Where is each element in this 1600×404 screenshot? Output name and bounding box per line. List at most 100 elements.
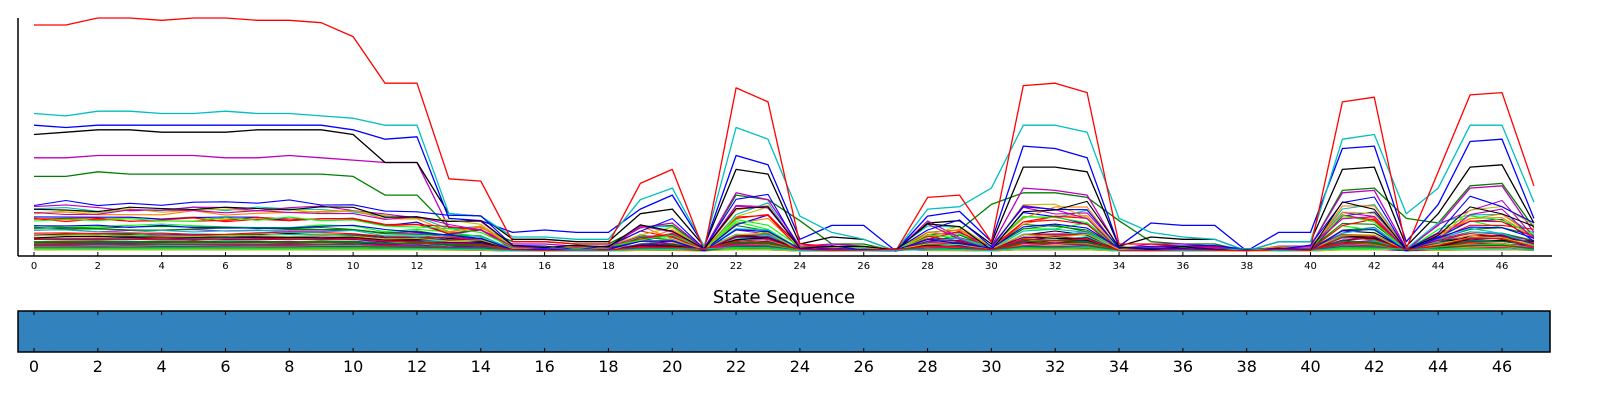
state-cell: [1294, 311, 1328, 352]
state-cell: [145, 311, 179, 352]
state-cell: [879, 311, 913, 352]
state-cell: [464, 311, 498, 352]
x-tick-label: 14: [474, 261, 487, 272]
state-cell: [1517, 311, 1551, 352]
state-cell: [209, 311, 243, 352]
x-tick-label: 6: [220, 357, 230, 376]
state-cell: [847, 311, 881, 352]
state-cell: [18, 311, 51, 352]
x-tick-label: 16: [538, 261, 551, 272]
state-cell: [1326, 311, 1359, 352]
state-cell: [1390, 311, 1423, 352]
state-cell: [177, 311, 211, 352]
state-cell: [656, 311, 689, 352]
x-ticks: 0 2 4 6 8 10 12 14 16 18 20 22 24 26 28 30 32 34 36 38 40 42 4…: [29, 311, 1512, 376]
series-line-1: [34, 154, 1535, 252]
x-tick-label: 22: [726, 357, 746, 376]
state-cell: [1166, 311, 1200, 352]
x-tick-label: 38: [1237, 357, 1257, 376]
series-line-3: [33, 124, 1535, 252]
series-line-57: [33, 223, 1535, 252]
state-cell: [1135, 311, 1168, 352]
state-cell: [911, 311, 945, 352]
x-tick-label: 8: [284, 357, 294, 376]
x-tick-label: 12: [407, 357, 427, 376]
line-chart-panel: 0 2 4 6 8 10 12 14 16 18 20 22 24 26 28 30 32 34 36 38 40 42 4…: [17, 17, 1552, 272]
x-tick-label: 0: [29, 357, 39, 376]
state-cell: [1422, 311, 1455, 352]
state-cell: [943, 311, 977, 352]
state-cell: [1198, 311, 1232, 352]
x-tick-label: 14: [471, 357, 491, 376]
x-tick-label: 6: [222, 261, 228, 272]
state-cell: [1230, 311, 1264, 352]
state-cell: [752, 311, 785, 352]
x-tick-label: 40: [1304, 261, 1317, 272]
x-tick-label: 34: [1113, 261, 1126, 272]
x-tick-label: 10: [343, 357, 363, 376]
state-cell: [113, 311, 147, 352]
x-tick-label: 22: [730, 261, 743, 272]
state-cell: [241, 311, 274, 352]
series-group: [33, 17, 1535, 252]
chart-title: State Sequence: [713, 287, 855, 308]
state-cell: [624, 311, 657, 352]
state-cell: [1454, 311, 1487, 352]
x-tick-label: 46: [1496, 261, 1509, 272]
x-tick-label: 26: [854, 357, 874, 376]
state-sequence-panel: State Sequence 0 2 4 6 8 10 12 14 16 18 20 22 24 26 28…: [17, 287, 1551, 376]
state-cell: [1358, 311, 1391, 352]
state-cells: [18, 311, 1551, 352]
x-tick-label: 20: [662, 357, 682, 376]
x-tick-label: 16: [534, 357, 554, 376]
x-tick-label: 8: [286, 261, 292, 272]
state-cell: [720, 311, 753, 352]
x-tick-label: 0: [31, 261, 37, 272]
x-tick-label: 40: [1300, 357, 1320, 376]
series-line-4: [33, 110, 1535, 252]
x-tick-label: 2: [93, 357, 103, 376]
state-cell: [1071, 311, 1104, 352]
state-cell: [560, 311, 594, 352]
x-tick-label: 32: [1045, 357, 1065, 376]
state-cell: [975, 311, 1008, 352]
x-tick-label: 28: [921, 261, 934, 272]
state-cell: [401, 311, 434, 352]
x-tick-label: 46: [1492, 357, 1512, 376]
x-tick-label: 26: [857, 261, 870, 272]
x-tick-label: 42: [1368, 261, 1381, 272]
x-tick-label: 18: [602, 261, 615, 272]
series-line-58: [33, 246, 1534, 252]
series-line-59: [33, 237, 1535, 252]
state-cell: [496, 311, 530, 352]
x-tick-label: 36: [1177, 261, 1190, 272]
state-cell: [783, 311, 817, 352]
state-cell: [1486, 311, 1519, 352]
x-tick-label: 44: [1428, 357, 1448, 376]
x-tick-label: 12: [411, 261, 424, 272]
x-tick-label: 4: [158, 261, 164, 272]
state-cell: [688, 311, 721, 352]
state-cell: [815, 311, 849, 352]
x-tick-label: 44: [1432, 261, 1445, 272]
x-tick-label: 2: [95, 261, 101, 272]
state-sequence-frame: [17, 310, 1551, 353]
x-tick-label: 38: [1240, 261, 1253, 272]
x-tick-label: 30: [981, 357, 1001, 376]
state-cell: [273, 311, 306, 352]
x-tick-label: 20: [666, 261, 679, 272]
state-cell: [337, 311, 370, 352]
series-line-5: [34, 17, 1535, 252]
state-cell: [49, 311, 83, 352]
state-cell: [305, 311, 338, 352]
state-cell: [1007, 311, 1040, 352]
state-cell: [369, 311, 402, 352]
x-tick-label: 4: [157, 357, 167, 376]
state-cell: [1262, 311, 1296, 352]
x-tick-label: 18: [598, 357, 618, 376]
x-tick-label: 30: [985, 261, 998, 272]
x-ticks: 0 2 4 6 8 10 12 14 16 18 20 22 24 26 28 30 32 34 36 38 40 42 4…: [31, 252, 1509, 272]
state-cell: [432, 311, 466, 352]
